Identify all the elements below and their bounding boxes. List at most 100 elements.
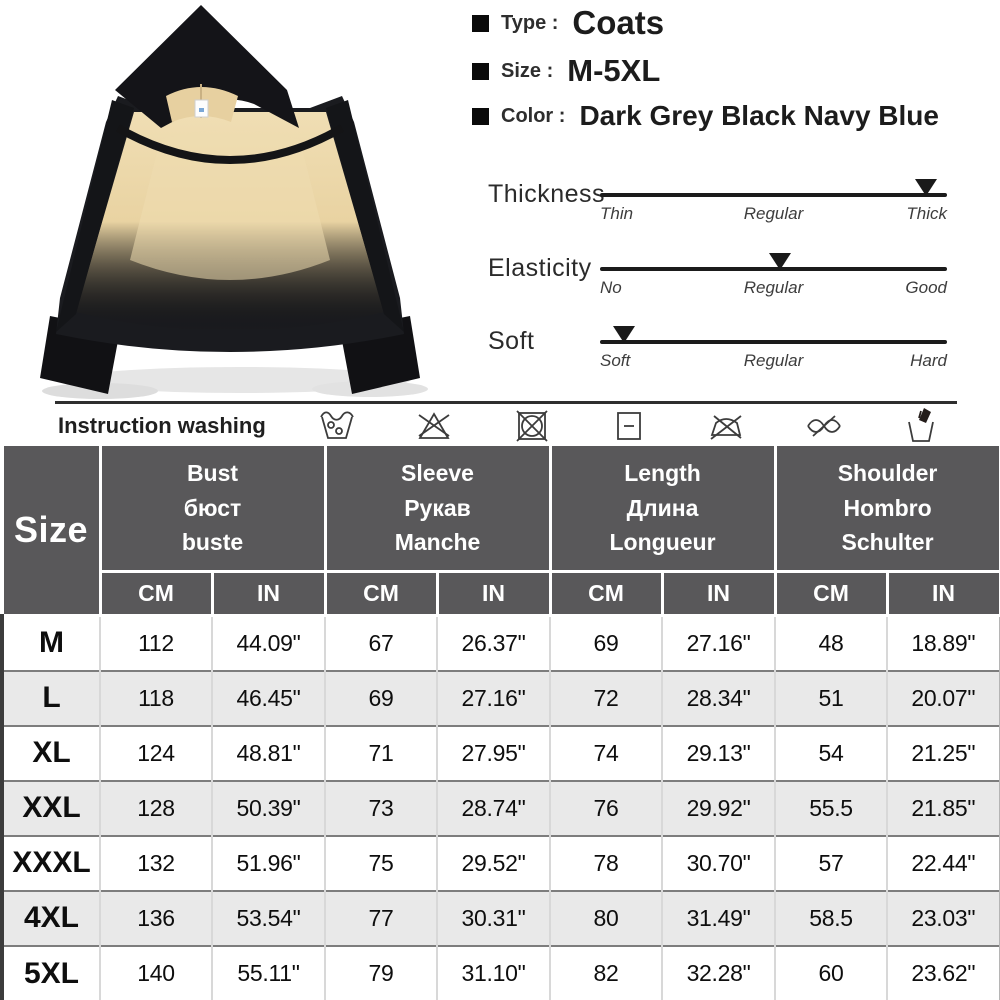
header-line: Длина xyxy=(626,494,699,521)
slider-elasticity-label: Elasticity xyxy=(488,254,592,282)
slider-thickness-label: Thickness xyxy=(488,180,606,208)
slider-elasticity: Elasticity No Regular Good xyxy=(488,244,958,314)
spec-color: Color : Dark Grey Black Navy Blue xyxy=(472,100,992,132)
cell: 32.28" xyxy=(661,944,776,1000)
cell: 44.09" xyxy=(211,614,325,671)
tick-min: No xyxy=(600,278,622,297)
table-row: 4XL 136 53.54" 77 30.31" 80 31.49" 58.5 … xyxy=(0,889,1000,946)
header-line: buste xyxy=(181,529,244,556)
cell: 124 xyxy=(99,724,212,781)
product-photo xyxy=(0,0,460,400)
tick-min: Thin xyxy=(600,204,634,223)
cell: 22.44" xyxy=(886,834,1000,891)
cell: 78 xyxy=(549,834,663,891)
slider-elasticity-track: No Regular Good xyxy=(600,244,947,314)
slider-marker-icon xyxy=(915,179,938,196)
cell: 48.81" xyxy=(211,724,325,781)
table-unit-row: CM IN CM IN CM IN CM IN xyxy=(2,570,1000,617)
no-tumble-dry-icon xyxy=(516,410,548,442)
cell: 21.25" xyxy=(886,724,1000,781)
divider-line xyxy=(55,401,957,404)
cell: 28.34" xyxy=(661,669,776,726)
cell: 136 xyxy=(99,889,212,946)
cell: 29.13" xyxy=(661,724,776,781)
tick-min: Soft xyxy=(600,351,631,370)
size-table: Size Bust бюст buste Sleeve Рукав Manche… xyxy=(0,443,1000,1000)
cell: 112 xyxy=(99,614,212,671)
slider-line xyxy=(600,193,947,197)
length-column-header: Length Длина Longueur xyxy=(548,443,777,573)
header-line: Рукав xyxy=(404,494,471,521)
cell: 27.16" xyxy=(661,614,776,671)
row-size-label: M xyxy=(0,614,100,671)
cell: 53.54" xyxy=(211,889,325,946)
cell: 54 xyxy=(774,724,888,781)
cell: 79 xyxy=(324,944,437,1000)
washing-label: Instruction washing xyxy=(58,413,266,438)
spec-type-label: Type : xyxy=(501,11,559,34)
row-size-label: XXL xyxy=(0,779,100,836)
cell: 23.03" xyxy=(886,889,1000,946)
cell: 51.96" xyxy=(211,834,325,891)
cell: 30.31" xyxy=(435,889,551,946)
cell: 72 xyxy=(549,669,663,726)
tick-max: Thick xyxy=(906,204,947,223)
cell: 132 xyxy=(99,834,212,891)
cell: 51 xyxy=(774,669,888,726)
cell: 23.62" xyxy=(886,944,1000,1000)
spec-color-label: Color : xyxy=(501,104,566,127)
header-line: бюст xyxy=(183,494,242,521)
slider-marker-icon xyxy=(769,253,792,270)
cell: 60 xyxy=(774,944,888,1000)
slider-line xyxy=(600,340,947,344)
cell: 29.92" xyxy=(661,779,776,836)
row-size-label: L xyxy=(0,669,100,726)
cell: 67 xyxy=(324,614,437,671)
cell: 69 xyxy=(549,614,663,671)
cell: 30.70" xyxy=(661,834,776,891)
slider-thickness: Thickness Thin Regular Thick xyxy=(488,170,958,240)
no-iron-icon xyxy=(710,415,742,440)
slider-marker-icon xyxy=(613,326,636,343)
unit-header-cm: CM xyxy=(773,570,889,617)
cell: 20.07" xyxy=(886,669,1000,726)
table-row: M 112 44.09" 67 26.37" 69 27.16" 48 18.8… xyxy=(0,614,1000,671)
bullet-square-icon xyxy=(472,107,489,125)
slider-soft-track: Soft Regular Hard xyxy=(600,317,947,387)
cell: 69 xyxy=(324,669,437,726)
machine-wash-icon xyxy=(320,411,354,439)
cell: 80 xyxy=(549,889,663,946)
product-specs: Type : Coats Size : M-5XL Color : Dark G… xyxy=(472,4,992,143)
jacket-illustration-icon xyxy=(40,5,428,399)
header-line: Hombro xyxy=(843,494,932,521)
cell: 31.49" xyxy=(661,889,776,946)
cell: 18.89" xyxy=(886,614,1000,671)
cell: 73 xyxy=(324,779,437,836)
row-size-label: 5XL xyxy=(0,944,100,1000)
unit-header-cm: CM xyxy=(323,570,439,617)
cell: 55.5 xyxy=(774,779,888,836)
cell: 74 xyxy=(549,724,663,781)
header-line: Longueur xyxy=(609,529,716,556)
header-line: Schulter xyxy=(841,529,934,556)
unit-header-in: IN xyxy=(435,570,552,617)
bullet-square-icon xyxy=(472,14,489,32)
unit-header-in: IN xyxy=(210,570,327,617)
cell: 46.45" xyxy=(211,669,325,726)
slider-thickness-track: Thin Regular Thick xyxy=(600,170,947,240)
cell: 26.37" xyxy=(435,614,551,671)
cell: 28.74" xyxy=(435,779,551,836)
cell: 140 xyxy=(99,944,212,1000)
row-size-label: XXXL xyxy=(0,834,100,891)
tick-mid: Regular xyxy=(743,204,804,223)
table-row: XXL 128 50.39" 73 28.74" 76 29.92" 55.5 … xyxy=(0,779,1000,836)
table-row: L 118 46.45" 69 27.16" 72 28.34" 51 20.0… xyxy=(0,669,1000,726)
tick-mid: Regular xyxy=(743,278,804,297)
hand-wash-icon xyxy=(908,408,934,442)
cell: 76 xyxy=(549,779,663,836)
cell: 55.11" xyxy=(211,944,325,1000)
cell: 71 xyxy=(324,724,437,781)
cell: 58.5 xyxy=(774,889,888,946)
no-bleach-icon xyxy=(418,412,450,439)
